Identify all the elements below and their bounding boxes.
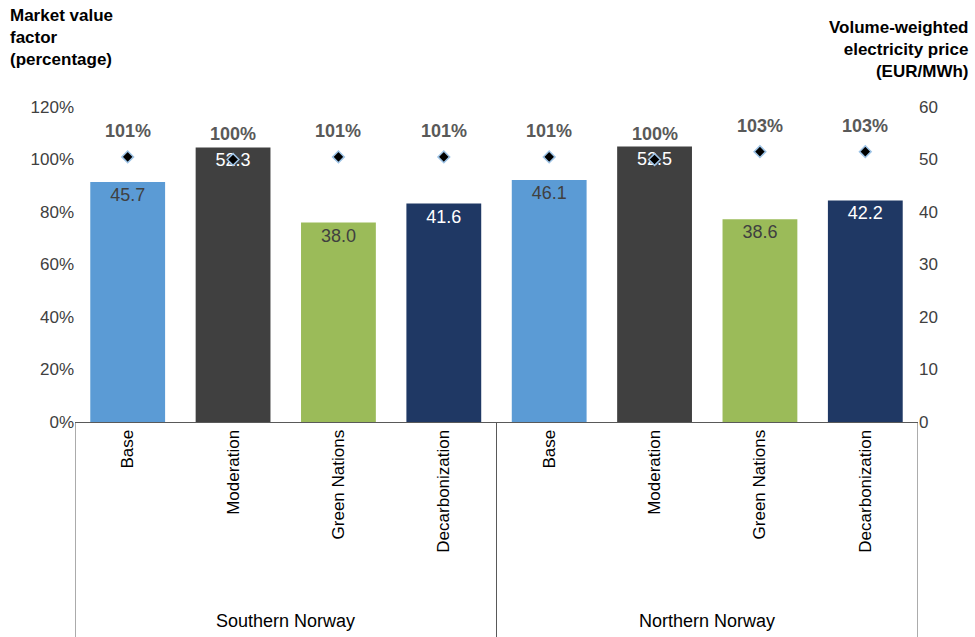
svg-text:60: 60: [919, 98, 938, 117]
svg-text:50: 50: [919, 150, 938, 169]
svg-text:Green Nations: Green Nations: [750, 430, 769, 540]
svg-text:60%: 60%: [40, 255, 74, 274]
svg-text:120%: 120%: [31, 98, 74, 117]
svg-text:Market valuefactor(percentage): Market valuefactor(percentage): [10, 6, 113, 69]
svg-text:Base: Base: [540, 430, 559, 469]
svg-text:100%: 100%: [632, 124, 678, 144]
svg-text:42.2: 42.2: [848, 203, 883, 223]
svg-text:Southern Norway: Southern Norway: [216, 611, 355, 631]
svg-text:45.7: 45.7: [110, 185, 145, 205]
svg-text:103%: 103%: [842, 116, 888, 136]
svg-text:52.5: 52.5: [637, 149, 672, 169]
svg-text:0%: 0%: [49, 413, 74, 432]
svg-text:101%: 101%: [105, 121, 151, 141]
svg-text:46.1: 46.1: [532, 183, 567, 203]
svg-text:103%: 103%: [737, 116, 783, 136]
svg-text:80%: 80%: [40, 203, 74, 222]
svg-text:40%: 40%: [40, 308, 74, 327]
svg-text:Northern Norway: Northern Norway: [639, 611, 775, 631]
svg-text:100%: 100%: [210, 124, 256, 144]
svg-text:Moderation: Moderation: [224, 430, 243, 515]
svg-text:38.0: 38.0: [321, 226, 356, 246]
svg-text:20: 20: [919, 308, 938, 327]
svg-text:Base: Base: [118, 430, 137, 469]
svg-text:100%: 100%: [31, 150, 74, 169]
svg-text:Moderation: Moderation: [645, 430, 664, 515]
svg-text:52.3: 52.3: [216, 150, 251, 170]
svg-text:0: 0: [919, 413, 928, 432]
svg-text:38.6: 38.6: [742, 222, 777, 242]
svg-text:101%: 101%: [421, 121, 467, 141]
svg-text:20%: 20%: [40, 360, 74, 379]
svg-text:Volume-weightedelectricity pri: Volume-weightedelectricity price(EUR/MWh…: [829, 18, 968, 81]
svg-text:Green Nations: Green Nations: [329, 430, 348, 540]
svg-text:40: 40: [919, 203, 938, 222]
svg-text:Decarbonization: Decarbonization: [434, 430, 453, 553]
svg-text:101%: 101%: [526, 121, 572, 141]
svg-text:101%: 101%: [315, 121, 361, 141]
svg-text:Decarbonization: Decarbonization: [856, 430, 875, 553]
svg-text:30: 30: [919, 255, 938, 274]
svg-text:41.6: 41.6: [426, 207, 461, 227]
svg-text:10: 10: [919, 360, 938, 379]
